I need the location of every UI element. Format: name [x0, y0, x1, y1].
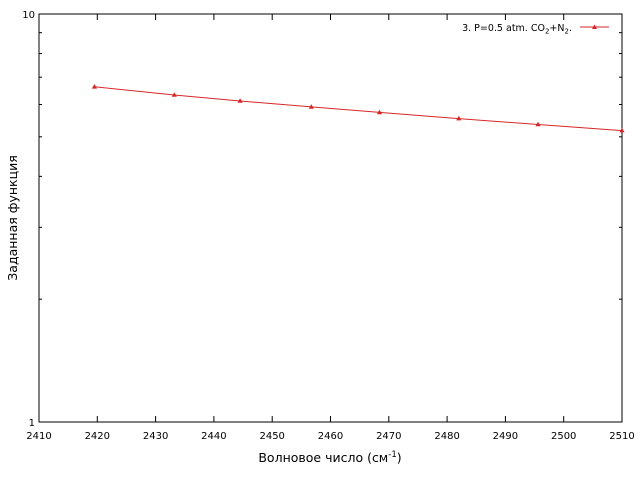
data-point-marker: [237, 98, 243, 103]
y-tick-label: 10: [22, 10, 35, 21]
legend-entry-label: 3. P=0.5 atm. CO2+N2.: [462, 23, 572, 36]
legend-sub-1: 2: [545, 28, 549, 36]
data-point-marker: [376, 109, 383, 115]
legend-marker: [592, 24, 597, 29]
data-point-marker: [171, 92, 177, 97]
data-point-marker: [535, 121, 541, 127]
x-axis-title-end: ): [397, 450, 402, 465]
x-tick-label: 2450: [259, 431, 284, 442]
plot-area: [38, 13, 623, 423]
x-axis-title: Волновое число (см-1): [258, 450, 401, 465]
legend: 3. P=0.5 atm. CO2+N2.: [462, 23, 609, 36]
x-axis-ticks: 2410 2420 2430 2440 2450 2460 2470 2480 2490 2500…: [26, 14, 635, 442]
x-tick-label: 2430: [143, 431, 168, 442]
series-line: [94, 86, 623, 132]
x-tick-label: 2480: [434, 431, 459, 442]
data-point-marker: [456, 115, 462, 121]
legend-sub-2: 2: [565, 28, 569, 36]
data-point-marker: [619, 127, 625, 133]
data-point-marker: [91, 84, 97, 89]
y-axis-ticks: 1 10: [22, 10, 622, 429]
x-tick-label: 2490: [493, 431, 518, 442]
x-axis-title-main: Волновое число (см: [258, 450, 388, 465]
legend-text-part: 3. P=0.5 atm. CO: [462, 23, 545, 34]
x-tick-label: 2440: [201, 431, 226, 442]
x-tick-label: 2470: [376, 431, 401, 442]
x-tick-label: 2410: [26, 431, 51, 442]
x-tick-label: 2510: [609, 431, 634, 442]
x-tick-label: 2420: [85, 431, 110, 442]
data-point-marker: [308, 104, 314, 109]
x-axis-title-sup: -1: [388, 450, 396, 460]
x-tick-label: 2500: [551, 431, 576, 442]
y-tick-label: 1: [29, 418, 35, 429]
y-axis-title: Заданная функция: [5, 155, 20, 280]
series-layer: [91, 84, 625, 133]
x-tick-label: 2460: [318, 431, 343, 442]
legend-text-end: .: [569, 23, 572, 34]
legend-text-mid: +N: [549, 23, 564, 34]
